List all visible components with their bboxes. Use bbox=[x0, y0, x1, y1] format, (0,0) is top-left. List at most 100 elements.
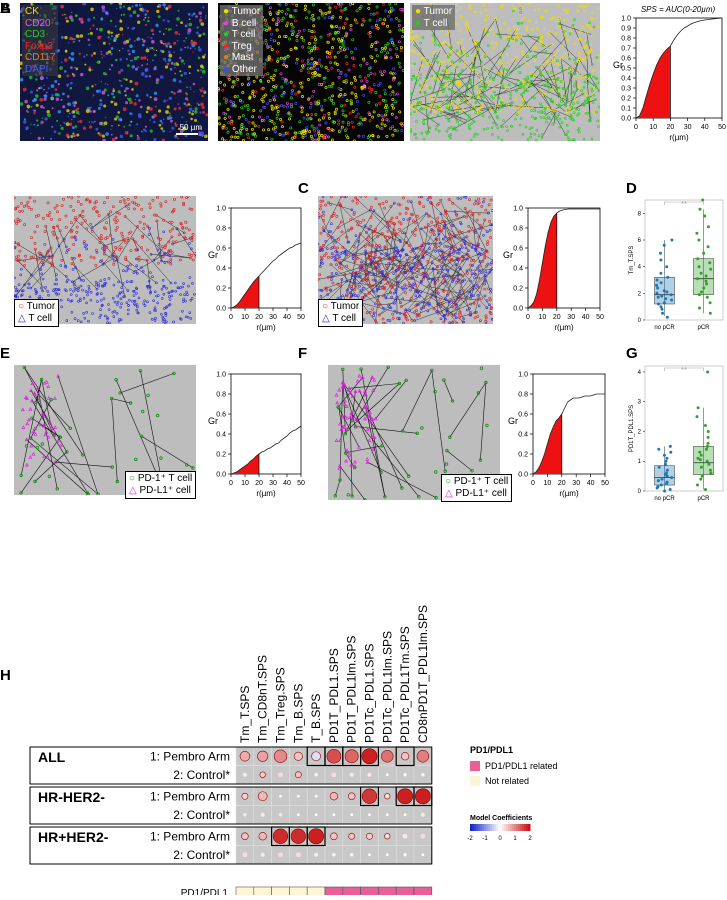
cell-dot bbox=[136, 94, 139, 97]
pdl1-cell bbox=[354, 460, 357, 463]
t-cell bbox=[350, 287, 352, 289]
t-cell bbox=[28, 283, 30, 285]
link-line bbox=[120, 373, 174, 393]
t-cell bbox=[472, 88, 474, 90]
cell-dot bbox=[110, 101, 113, 104]
tumor-cell bbox=[124, 202, 126, 204]
link-line bbox=[471, 270, 491, 271]
t-cell bbox=[409, 300, 411, 302]
tumor-cell bbox=[118, 213, 120, 215]
t-cell bbox=[56, 283, 58, 285]
cell-dot bbox=[128, 53, 130, 55]
tumor-cell bbox=[128, 208, 130, 210]
t-cell bbox=[440, 86, 442, 88]
t-cell bbox=[477, 294, 479, 296]
y-tick-label: 0.2 bbox=[216, 452, 226, 459]
t-cell bbox=[530, 133, 532, 135]
t-cell bbox=[138, 297, 140, 299]
cell-dot bbox=[189, 111, 191, 113]
cell-marker bbox=[299, 131, 301, 133]
tumor-cell bbox=[427, 62, 429, 64]
t-cell bbox=[15, 290, 17, 292]
tumor-cell bbox=[548, 34, 550, 36]
cell-dot bbox=[27, 105, 31, 109]
link-line bbox=[31, 438, 98, 494]
cell-dot bbox=[23, 88, 27, 92]
cell-marker bbox=[392, 134, 394, 136]
t-cell bbox=[100, 314, 102, 316]
t-cell bbox=[429, 87, 431, 89]
t-cell bbox=[588, 22, 590, 24]
cell-dot bbox=[167, 116, 171, 120]
cell-dot bbox=[60, 125, 61, 126]
cell-marker bbox=[343, 49, 345, 51]
cell-dot bbox=[146, 111, 149, 114]
cell-dot bbox=[42, 77, 44, 79]
cell-marker bbox=[247, 108, 249, 110]
t-cell bbox=[507, 130, 509, 132]
tumor-cell bbox=[401, 232, 403, 234]
cell-marker bbox=[266, 137, 268, 139]
cell-marker bbox=[300, 82, 302, 84]
t-cell bbox=[332, 247, 334, 249]
cell-dot bbox=[142, 44, 145, 47]
cell-marker bbox=[285, 3, 287, 5]
cell-dot bbox=[118, 125, 120, 127]
cell-marker bbox=[271, 89, 273, 91]
cell-marker bbox=[225, 140, 227, 141]
t-cell bbox=[593, 76, 595, 78]
data-point bbox=[709, 301, 712, 304]
cell-dot bbox=[54, 80, 57, 83]
channel-legend-label: CK bbox=[25, 6, 39, 17]
cell-marker bbox=[264, 19, 266, 21]
t-cell bbox=[335, 272, 337, 274]
pd1-tcell bbox=[445, 463, 448, 466]
link-line bbox=[365, 226, 385, 237]
t-cell bbox=[491, 133, 493, 135]
cell-marker bbox=[267, 73, 269, 75]
t-cell bbox=[60, 299, 62, 301]
pair-legend-item: ● T cell bbox=[415, 18, 452, 30]
cell-marker bbox=[314, 36, 316, 38]
cell-marker bbox=[306, 126, 308, 128]
tumor-cell bbox=[485, 209, 487, 211]
tumor-cell bbox=[400, 223, 402, 225]
t-cell bbox=[88, 285, 90, 287]
t-cell bbox=[127, 268, 129, 270]
cell-dot bbox=[204, 54, 206, 56]
cell-marker bbox=[342, 95, 344, 97]
cell-marker bbox=[253, 109, 255, 111]
cell-marker bbox=[354, 86, 356, 88]
data-point bbox=[700, 272, 703, 275]
t-cell bbox=[410, 131, 412, 133]
cell-marker bbox=[398, 24, 400, 26]
cell-marker bbox=[304, 5, 306, 7]
t-cell bbox=[18, 290, 20, 292]
cell-dot bbox=[90, 28, 92, 30]
cell-marker bbox=[342, 114, 344, 116]
cell-marker bbox=[267, 80, 269, 82]
tumor-cell bbox=[591, 12, 593, 14]
cell-dot bbox=[24, 118, 26, 120]
pdl1-cell bbox=[338, 465, 341, 468]
cell-marker bbox=[321, 134, 323, 136]
cell-dot bbox=[23, 120, 26, 123]
data-point bbox=[659, 259, 662, 262]
pdl1-cell bbox=[345, 460, 348, 463]
pdl1-cell bbox=[21, 408, 24, 411]
tumor-cell bbox=[82, 215, 84, 217]
pd1-tcell bbox=[451, 400, 454, 403]
link-line bbox=[531, 51, 555, 54]
cell-marker bbox=[339, 40, 341, 42]
cell-marker bbox=[301, 60, 303, 62]
tumor-cell bbox=[179, 259, 181, 261]
t-cell bbox=[99, 316, 101, 318]
tumor-cell bbox=[582, 5, 584, 7]
t-cell bbox=[330, 223, 332, 225]
t-cell bbox=[429, 112, 431, 114]
tumor-cell bbox=[73, 209, 75, 211]
cell-marker bbox=[392, 99, 394, 101]
cell-marker bbox=[392, 91, 394, 93]
legend-b-tcell: T cell bbox=[28, 313, 52, 324]
cell-marker bbox=[253, 80, 255, 82]
